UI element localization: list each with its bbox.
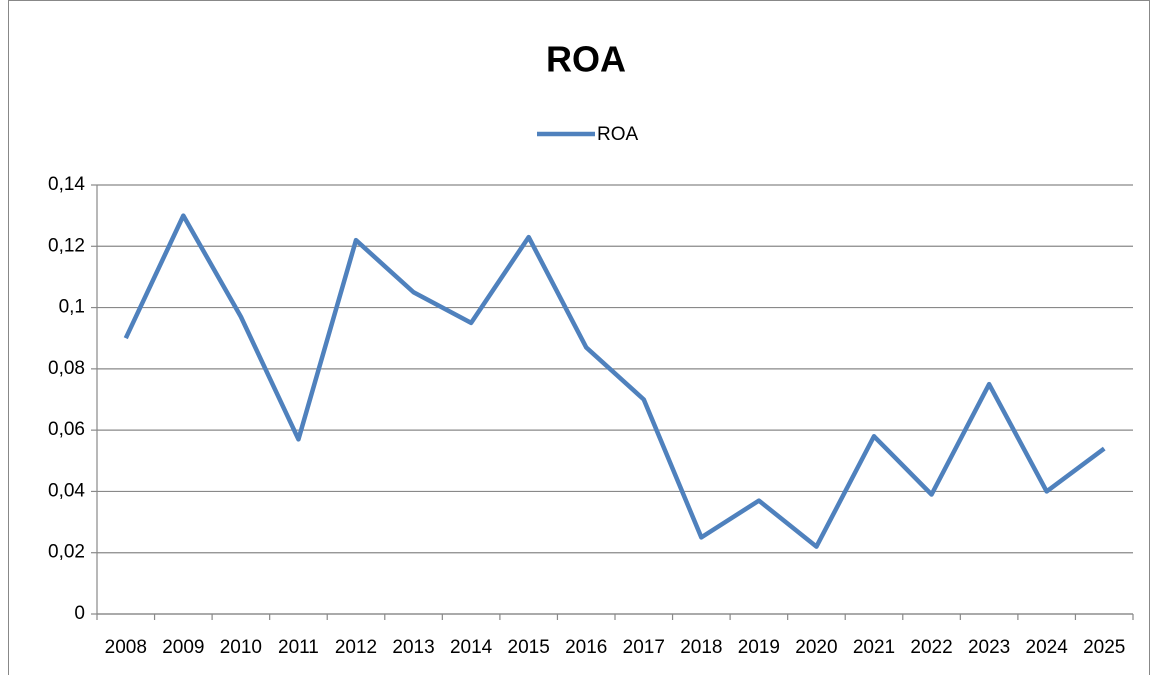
x-tick-label: 2012 [335, 637, 377, 658]
x-tick-label: 2014 [450, 637, 493, 658]
series-line [123, 213, 1106, 549]
x-tick-label: 2010 [220, 637, 262, 658]
y-tick-label: 0,06 [48, 419, 85, 440]
x-tick-label: 2017 [623, 637, 665, 658]
x-tick-label: 2009 [162, 637, 204, 658]
y-tick-label: 0,1 [59, 297, 85, 318]
x-tick-label: 2011 [278, 637, 319, 658]
x-tick-label: 2020 [795, 637, 837, 658]
chart-title: ROA [546, 39, 626, 80]
y-tick-label: 0,04 [48, 480, 85, 501]
y-tick-label: 0,02 [48, 542, 85, 563]
y-tick-label: 0,14 [48, 174, 85, 195]
y-tick-label: 0,12 [48, 235, 85, 256]
x-tick-label: 2008 [105, 637, 147, 658]
legend-label: ROA [597, 124, 639, 145]
x-tick-label: 2019 [738, 637, 780, 658]
x-tick-label: 2023 [968, 637, 1010, 658]
x-tick-label: 2025 [1083, 637, 1125, 658]
x-tick-label: 2021 [853, 637, 895, 658]
y-tick-label: 0,08 [48, 358, 85, 379]
x-tick-label: 2015 [508, 637, 550, 658]
x-tick-label: 2013 [392, 637, 434, 658]
x-tick-label: 2016 [565, 637, 607, 658]
x-tick-label: 2024 [1026, 637, 1069, 658]
y-tick-label: 0 [74, 603, 85, 624]
x-tick-label: 2022 [910, 637, 952, 658]
x-tick-label: 2018 [680, 637, 722, 658]
